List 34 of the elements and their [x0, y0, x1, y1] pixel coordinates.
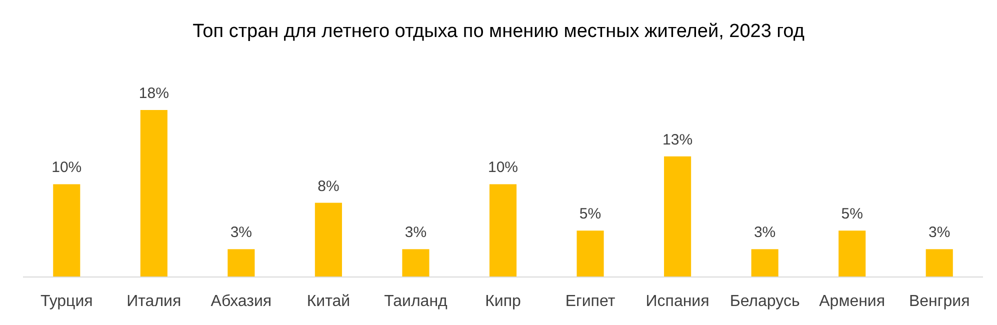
x-tick-label: Китай [306, 293, 350, 310]
x-tick-label: Испания [646, 293, 710, 310]
bar [926, 249, 953, 277]
bar [489, 184, 517, 277]
bar [53, 184, 80, 277]
bar [664, 156, 692, 277]
x-tick-label: Египет [565, 293, 616, 310]
x-tick-label: Венгрия [908, 293, 970, 310]
x-tick-label: Армения [819, 293, 886, 310]
x-tick-label: Абхазия [210, 293, 272, 310]
bar [576, 230, 604, 277]
bar [751, 249, 778, 277]
bar [402, 249, 430, 277]
data-label: 5% [579, 206, 602, 223]
x-tick-label: Беларусь [730, 293, 800, 310]
bar [140, 110, 168, 277]
x-tick-label: Кипр [485, 293, 522, 310]
data-label: 3% [230, 224, 252, 242]
data-label: 10% [52, 159, 82, 176]
data-label: 5% [841, 206, 863, 223]
bar [228, 249, 255, 277]
x-tick-label: Турция [40, 293, 93, 310]
x-tick-label: Италия [126, 293, 182, 310]
data-label: 3% [928, 224, 950, 242]
bar [838, 230, 866, 277]
data-label: 10% [488, 159, 518, 176]
data-label: 18% [138, 85, 169, 102]
bar [314, 202, 342, 277]
data-label: 8% [318, 178, 340, 195]
x-tick-label: Таиланд [384, 293, 448, 310]
data-label: 3% [754, 224, 776, 242]
data-label: 3% [404, 224, 427, 242]
data-label: 13% [662, 131, 693, 148]
chart-title: Топ стран для летнего отдыха по мнению местных жителей, 2023 год [192, 21, 804, 42]
